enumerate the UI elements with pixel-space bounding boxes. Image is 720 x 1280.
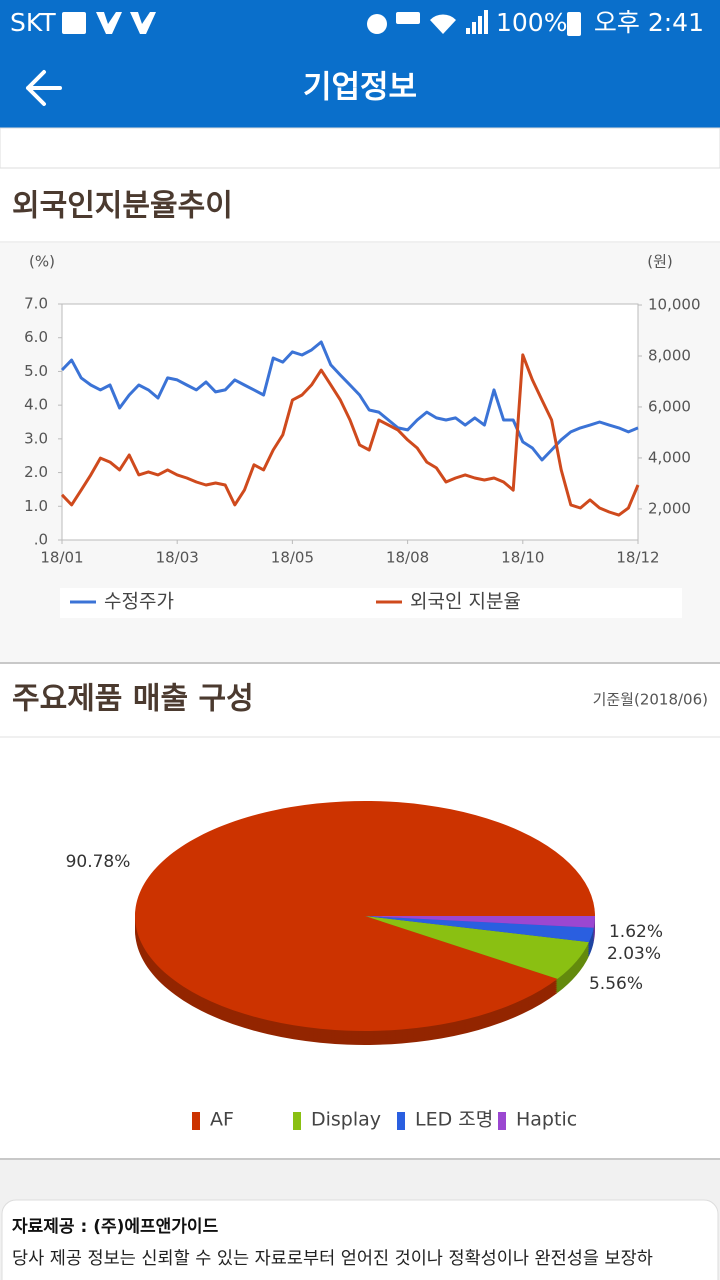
section-title: 주요제품 매출 구성 xyxy=(12,682,254,717)
x-tick-label: 18/08 xyxy=(386,549,429,567)
y-tick-label: .0 xyxy=(34,531,48,549)
data-label: 5.56% xyxy=(589,974,643,994)
y2-axis-unit: (원) xyxy=(647,253,673,271)
pie-slice xyxy=(365,916,594,943)
legend-label: AF xyxy=(210,1109,234,1131)
series-line xyxy=(60,340,639,462)
legend-label: Haptic xyxy=(516,1109,577,1131)
back-button[interactable] xyxy=(26,70,62,106)
legend-label: Display xyxy=(311,1109,381,1131)
y-tick-label: 3.0 xyxy=(24,429,48,447)
clock: 오후 2:41 xyxy=(594,8,704,37)
carrier: SKT xyxy=(10,8,56,37)
y-tick-label: 6.0 xyxy=(24,328,48,346)
x-tick-label: 18/03 xyxy=(156,549,199,567)
header-background xyxy=(0,0,720,128)
legend-label: 외국인 지분율 xyxy=(410,591,521,613)
x-tick-label: 18/01 xyxy=(40,549,83,567)
y-tick-label: 4.0 xyxy=(24,396,48,414)
footer-card xyxy=(1,1199,719,1280)
status-icons xyxy=(62,10,581,36)
y2-tick-label: 4,000 xyxy=(648,448,691,466)
y2-tick-label: 6,000 xyxy=(648,397,691,415)
legend-label: LED 조명 xyxy=(415,1109,493,1131)
pie-slice xyxy=(365,916,595,928)
pie-slice xyxy=(135,800,596,1031)
footer-title: 자료제공 : (주)에프앤가이드 xyxy=(12,1217,219,1237)
y-tick-label: 2.0 xyxy=(24,463,48,481)
legend-swatch xyxy=(293,1112,301,1130)
footer-text: 당사 제공 정보는 신뢰할 수 있는 자료로부터 얻어진 것이나 정확성이나 완… xyxy=(12,1249,653,1269)
y-tick-label: 1.0 xyxy=(24,497,48,515)
battery-level: 100% xyxy=(496,8,567,37)
data-label: 1.62% xyxy=(609,922,663,942)
legend-label: 수정주가 xyxy=(104,591,174,613)
y2-tick-label: 2,000 xyxy=(648,499,691,517)
info-strip xyxy=(0,127,720,169)
x-tick-label: 18/05 xyxy=(271,549,314,567)
y-tick-label: 7.0 xyxy=(24,295,48,313)
app-title: 기업정보 xyxy=(303,70,417,106)
y2-tick-label: 8,000 xyxy=(648,346,691,364)
legend-swatch xyxy=(498,1112,506,1130)
x-tick-label: 18/10 xyxy=(501,549,544,567)
y2-tick-label: 10,000 xyxy=(648,296,701,314)
series-line xyxy=(60,353,640,517)
legend xyxy=(60,588,682,618)
data-label: 2.03% xyxy=(607,944,661,964)
section-title: 외국인지분율추이 xyxy=(12,189,233,224)
pie-slice xyxy=(365,916,589,979)
y-axis-unit: (%) xyxy=(29,253,55,271)
x-tick-label: 18/12 xyxy=(616,549,659,567)
data-label: 90.78% xyxy=(66,852,131,872)
legend-swatch xyxy=(397,1112,405,1130)
y-tick-label: 5.0 xyxy=(24,362,48,380)
base-month: 기준월(2018/06) xyxy=(593,691,708,709)
legend-swatch xyxy=(192,1112,200,1130)
